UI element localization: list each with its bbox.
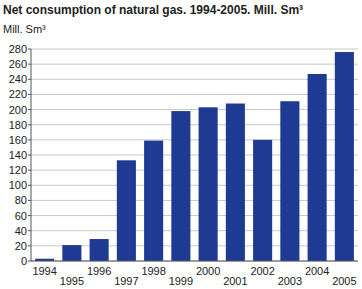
y-tick-label: 200	[9, 104, 27, 116]
grid-line	[31, 261, 358, 262]
y-tick-label: 160	[9, 134, 27, 146]
x-tick-label: 1994	[32, 265, 56, 277]
bar	[62, 245, 81, 261]
bar	[144, 141, 163, 261]
bar	[117, 160, 136, 261]
chart-container: Net consumption of natural gas. 1994-200…	[0, 0, 362, 289]
bar	[226, 104, 245, 261]
bar	[253, 140, 272, 261]
y-tick-label: 80	[15, 194, 27, 206]
grid-line	[31, 64, 358, 65]
x-tick-label: 2004	[305, 265, 329, 277]
x-tick-label: 1997	[114, 275, 138, 287]
y-tick-label: 280	[9, 43, 27, 55]
x-tick-label: 1995	[60, 275, 84, 287]
chart-svg: Net consumption of natural gas. 1994-200…	[0, 0, 362, 289]
y-tick-label: 60	[15, 210, 27, 222]
bar	[280, 101, 299, 261]
y-tick-label: 20	[15, 240, 27, 252]
bars	[35, 52, 354, 261]
x-tick-label: 1998	[141, 265, 165, 277]
y-axis	[31, 49, 32, 261]
y-tick-label: 180	[9, 119, 27, 131]
y-tick-label: 140	[9, 149, 27, 161]
y-axis-label: Mill. Sm³	[3, 23, 46, 35]
x-tick-label: 2005	[332, 275, 356, 287]
bar	[199, 107, 218, 261]
x-tick-label: 2001	[223, 275, 247, 287]
x-axis	[31, 261, 358, 262]
y-tick-label: 120	[9, 164, 27, 176]
bar	[90, 239, 109, 261]
bar	[171, 111, 190, 261]
x-tick-label: 1999	[169, 275, 193, 287]
y-tick-label: 40	[15, 225, 27, 237]
y-tick-label: 220	[9, 88, 27, 100]
bar	[308, 74, 327, 261]
title: Net consumption of natural gas. 1994-200…	[3, 3, 303, 17]
grid-line	[31, 49, 358, 50]
bar	[335, 52, 354, 261]
y-tick-label: 0	[21, 255, 27, 267]
x-tick-label: 1996	[87, 265, 111, 277]
y-tick-label: 100	[9, 179, 27, 191]
y-tick-label: 240	[9, 73, 27, 85]
x-tick-label: 2002	[250, 265, 274, 277]
x-tick-label: 2003	[278, 275, 302, 287]
x-tick-label: 2000	[196, 265, 220, 277]
y-tick-label: 260	[9, 58, 27, 70]
